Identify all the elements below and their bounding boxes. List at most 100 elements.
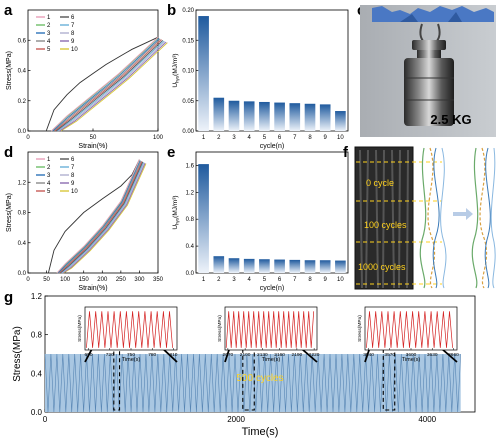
chart-d-y-tick-label: 0.0 — [18, 271, 27, 277]
chart-e-bar-7 — [289, 259, 301, 273]
chart-g-y-tick-label: 0.4 — [31, 369, 43, 378]
chart-b-bar-3 — [228, 100, 240, 131]
chart-d-x-tick-label: 150 — [79, 277, 90, 283]
chart-a-y-tick-label: 0.0 — [18, 129, 27, 135]
chart-g-inset-3-x-tick-label: 3540 — [363, 352, 374, 358]
chart-b-x-tick-label: 3 — [232, 135, 236, 141]
chart-g-inset-1-x-tick-label: 690 — [85, 352, 93, 358]
panel-label-a: a — [4, 2, 13, 19]
chart-a-y-axis-label: Stress(MPa) — [6, 51, 13, 90]
chart-d-x-tick-label: 250 — [116, 277, 127, 283]
chart-a-legend-label-10: 10 — [71, 47, 78, 53]
chart-d-legend-label-2: 2 — [47, 165, 51, 171]
chart-d-legend-label-6: 6 — [71, 157, 75, 163]
chart-b-y-tick-label: 0.10 — [182, 69, 194, 75]
chart-d-series-8-cycle — [61, 162, 145, 274]
chart-g-inset-1-x-tick-label: 810 — [169, 352, 177, 358]
chart-d-series-6-cycle — [59, 161, 144, 274]
chart-d-legend-label-4: 4 — [47, 181, 51, 187]
chart-b-x-tick-label: 2 — [217, 135, 221, 141]
chart-g-inset-2-x-tick-label: 2100 — [240, 352, 251, 358]
chart-d-legend-label-1: 1 — [47, 157, 51, 163]
annotation-0-cycle: 0 cycle — [366, 178, 394, 188]
chart-e-bar-10 — [335, 260, 346, 273]
annotation-100-cycles: 100 cycles — [364, 220, 407, 230]
chart-e-x-tick-label: 5 — [263, 277, 267, 283]
chart-b: 0.00 0.05 0.10 0.15 0.20 1 2 3 4 5 6 7 8 9 10 cycle(n) U… — [172, 8, 349, 150]
chart-d-legend-label-8: 8 — [71, 173, 75, 179]
chart-g-inset-2-x-tick-label: 2220 — [309, 352, 320, 358]
chart-d-x-tick-label: 50 — [43, 277, 50, 283]
chart-b-bar-4 — [243, 101, 255, 131]
chart-b-x-tick-label: 9 — [324, 135, 328, 141]
fiber-schematic-after — [471, 147, 496, 289]
chart-d-y-tick-label: 0.4 — [18, 241, 27, 247]
panel-label-d: d — [4, 144, 13, 161]
chart-d-y-tick-label: 1.2 — [18, 180, 27, 186]
chart-a-series-7-cycle — [57, 40, 165, 132]
panel-label-e: e — [167, 144, 175, 161]
chart-g-inset-1-x-axis-label: Time(s) — [122, 357, 141, 363]
chart-e-x-tick-label: 4 — [248, 277, 252, 283]
chart-e-x-tick-label: 6 — [278, 277, 282, 283]
chart-d-legend-label-10: 10 — [71, 189, 78, 195]
chart-g-inset-3-selection-box — [382, 307, 396, 411]
chart-a-y-tick-label: 0.2 — [18, 99, 27, 105]
chart-a-y-tick-label: 0.4 — [18, 69, 27, 75]
chart-g-x-tick-label: 0 — [43, 415, 48, 424]
chart-b-x-tick-label: 6 — [278, 135, 282, 141]
chart-a-series-1-loading — [45, 36, 159, 132]
chart-e-y-tick-label: 0.8 — [186, 217, 195, 223]
chart-d-x-tick-label: 200 — [97, 277, 108, 283]
chart-g-inset-3-signal — [366, 311, 453, 348]
chart-g-stress-signal — [44, 353, 461, 413]
chart-a-legend-label-4: 4 — [47, 39, 51, 45]
chart-b-bar-10 — [335, 111, 346, 131]
chart-e-y-tick-label: 1.6 — [186, 163, 195, 169]
chart-a-legend-label-8: 8 — [71, 31, 75, 37]
chart-d-y-axis-label: Stress(MPa) — [6, 193, 13, 232]
chart-e-bar-3 — [228, 258, 240, 273]
chart-a-series-8-cycle — [58, 41, 166, 132]
chart-b-bar-9 — [319, 104, 331, 131]
chart-g-y-axis-label: Stress(MPa) — [12, 326, 23, 382]
chart-b-x-tick-label: 1 — [202, 135, 206, 141]
chart-a-x-tick-label: 50 — [90, 135, 97, 141]
chart-g: 0 2000 4000 0.0 0.4 0.8 1.2 Time(s) Stress(MPa) 5… — [12, 292, 476, 438]
chart-b-y-tick-label: 0.15 — [182, 38, 194, 44]
chart-e-y-tick-label: 1.2 — [186, 190, 195, 196]
chart-g-inset-2-selection-box — [242, 307, 255, 411]
chart-g-inset-3-x-tick-label: 3630 — [427, 352, 438, 358]
photo-fiber-cycles: 0 cycle 100 cycles 1000 cycles — [354, 146, 496, 290]
chart-d-series-4-cycle — [58, 160, 142, 274]
chart-g-inset-3-x-tick-label: 3600 — [406, 352, 417, 358]
chart-e-bar-2 — [213, 256, 225, 273]
chart-a-legend-label-9: 9 — [71, 39, 75, 45]
chart-b-x-axis-label: cycle(n) — [260, 143, 285, 150]
chart-d-series-7-cycle — [60, 162, 144, 274]
chart-b-bar-5 — [259, 101, 270, 131]
chart-g-inset-2-x-tick-label: 2070 — [223, 352, 234, 358]
chart-b-y-tick-label: 0.05 — [182, 99, 194, 105]
chart-e-bar-4 — [243, 258, 255, 273]
chart-g-inset-3-y-axis-label: Stress(MPa) — [357, 315, 363, 342]
panel-label-f: f — [343, 144, 349, 161]
chart-e-bar-5 — [259, 259, 270, 273]
chart-d-series-10-cycle — [63, 163, 147, 274]
chart-e-bar-9 — [319, 260, 331, 273]
chart-e-x-tick-label: 3 — [232, 277, 236, 283]
chart-b-bar-7 — [289, 103, 301, 131]
chart-d-series-1-loading — [47, 159, 140, 274]
chart-d-series-9-cycle — [62, 163, 146, 274]
chart-g-inset-3-x-axis-label: Time(s) — [402, 357, 421, 363]
chart-a: 0 50 100 0.0 0.2 0.4 0.6 Strain(%) Stress(MPa) 1 2… — [6, 9, 168, 150]
chart-b-y-axis-label: Uhys(MJ/m³) — [172, 53, 180, 87]
chart-a-series-6-cycle — [55, 39, 164, 132]
chart-g-annotation: 500 cycles — [236, 373, 283, 384]
photo-weight: 2.5 KG — [360, 5, 496, 137]
chart-b-x-tick-label: 8 — [308, 135, 312, 141]
chart-a-legend-label-3: 3 — [47, 31, 51, 37]
chart-a-legend-label-5: 5 — [47, 47, 51, 53]
chart-d-x-tick-label: 350 — [153, 277, 164, 283]
